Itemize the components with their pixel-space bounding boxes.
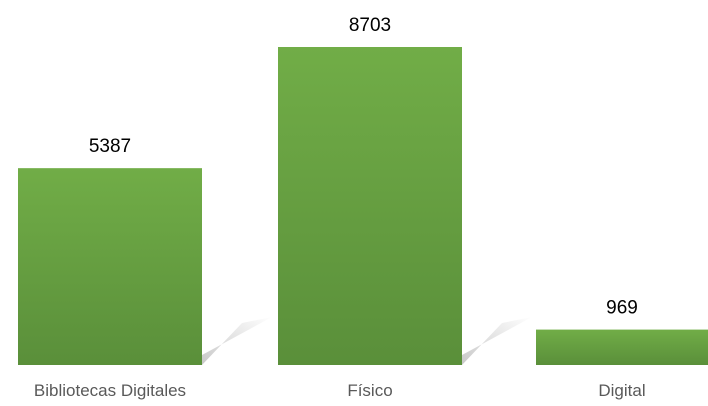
category-label: Físico (347, 381, 392, 400)
data-label: 5387 (89, 136, 131, 157)
value-labels-group: 5387 8703 969 (89, 15, 638, 319)
bar (536, 329, 708, 365)
bar-shadow (202, 317, 272, 365)
bar (278, 47, 462, 365)
category-labels-group: Bibliotecas Digitales Físico Digital (34, 381, 646, 400)
bar (18, 168, 202, 365)
bar-shadow (462, 317, 532, 365)
data-label: 8703 (349, 15, 391, 36)
bars-group (18, 47, 708, 365)
category-label: Digital (598, 381, 645, 400)
category-label: Bibliotecas Digitales (34, 381, 186, 400)
data-label: 969 (606, 298, 638, 319)
